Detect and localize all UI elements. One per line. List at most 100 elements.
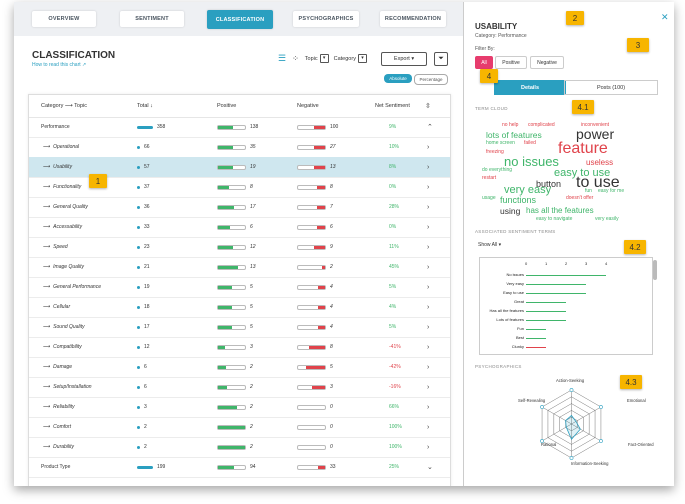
chevron-up-icon[interactable]: ⌃ bbox=[427, 124, 433, 131]
sort-icon[interactable]: ⇳ bbox=[425, 103, 431, 110]
col-net-sentiment[interactable]: Net Sentiment bbox=[375, 103, 410, 109]
cloud-term[interactable]: feature bbox=[558, 140, 608, 157]
col-negative[interactable]: Negative bbox=[297, 103, 319, 109]
table-row[interactable]: ⟶ General Performance 19 5 4 5% › bbox=[29, 277, 450, 298]
chevron-right-icon[interactable]: › bbox=[427, 363, 430, 371]
show-all-dropdown[interactable]: Show All ▾ bbox=[478, 242, 502, 248]
cloud-term[interactable]: useless bbox=[586, 158, 614, 167]
cloud-term[interactable]: do everything bbox=[482, 167, 513, 173]
tab-psychographics[interactable]: PSYCHOGRAPHICS bbox=[293, 11, 359, 27]
tab-classification[interactable]: CLASSIFICATION bbox=[207, 10, 273, 29]
negative-value: 8 bbox=[330, 184, 333, 190]
cloud-term[interactable]: complicated bbox=[528, 122, 555, 128]
table-row[interactable]: ⟶ Sound Quality 17 5 4 5% › bbox=[29, 317, 450, 338]
chevron-down-icon[interactable]: ⌄ bbox=[427, 464, 433, 471]
cloud-term[interactable]: to use bbox=[576, 174, 620, 191]
chevron-right-icon[interactable]: › bbox=[427, 323, 430, 331]
bubble-view-icon[interactable]: ⁘ bbox=[292, 54, 299, 63]
cloud-term[interactable]: doesn't offer bbox=[566, 195, 594, 201]
cloud-term[interactable]: functions bbox=[500, 195, 537, 205]
table-row[interactable]: ⟶ Reliability 3 2 0 66% › bbox=[29, 397, 450, 418]
tab-details[interactable]: Details bbox=[494, 80, 566, 95]
tab-posts[interactable]: Posts (100) bbox=[564, 80, 658, 95]
table-row[interactable]: ⟶ Cellular 18 5 4 4% › bbox=[29, 297, 450, 318]
chevron-right-icon[interactable]: › bbox=[427, 303, 430, 311]
table-row[interactable]: ⟶ Speed 23 12 9 11% › bbox=[29, 237, 450, 258]
filter-negative[interactable]: Negative bbox=[530, 56, 564, 69]
table-row[interactable]: Performance 358 138 100 9% ⌃ bbox=[29, 117, 450, 138]
bar[interactable] bbox=[526, 320, 566, 322]
cloud-term[interactable]: easy for me bbox=[598, 188, 625, 194]
chevron-right-icon[interactable]: › bbox=[427, 443, 430, 451]
chevron-right-icon[interactable]: › bbox=[427, 403, 430, 411]
chevron-right-icon[interactable]: › bbox=[427, 223, 430, 231]
table-row[interactable]: ⟶ Durability 2 2 0 100% › bbox=[29, 437, 450, 458]
chevron-right-icon[interactable]: › bbox=[427, 343, 430, 351]
chevron-right-icon[interactable]: › bbox=[427, 283, 430, 291]
cloud-term[interactable]: lots of features bbox=[486, 130, 542, 140]
cloud-term[interactable]: using bbox=[500, 206, 521, 216]
table-row[interactable]: ⟶ General Quality 36 17 7 28% › bbox=[29, 197, 450, 218]
filter-all[interactable]: All bbox=[475, 56, 493, 69]
table-row[interactable]: ⟶ Usability 57 19 13 8% › bbox=[29, 157, 450, 178]
bar[interactable] bbox=[526, 329, 546, 331]
category-select-icon[interactable]: ▾ bbox=[357, 54, 367, 63]
table-row[interactable]: ⟶ Setup/Installation 6 2 3 -16% › bbox=[29, 377, 450, 398]
cloud-term[interactable]: freezing bbox=[486, 149, 504, 155]
filter-icon[interactable]: ⏷ bbox=[434, 52, 448, 66]
topic-select-icon[interactable]: ▾ bbox=[319, 54, 329, 63]
chevron-right-icon[interactable]: › bbox=[427, 203, 430, 211]
close-icon[interactable]: ✕ bbox=[661, 12, 669, 22]
table-row[interactable]: ⟶ Damage 6 2 5 -42% › bbox=[29, 357, 450, 378]
col-positive[interactable]: Positive bbox=[217, 103, 237, 109]
table-row[interactable]: Product Type 199 94 33 25% ⌄ bbox=[29, 457, 450, 478]
cloud-term[interactable]: fun bbox=[585, 188, 592, 194]
chevron-right-icon[interactable]: › bbox=[427, 383, 430, 391]
cloud-term[interactable]: inconvenient bbox=[581, 122, 610, 128]
table-row[interactable]: ⟶ Image Quality 21 13 2 45% › bbox=[29, 257, 450, 278]
cloud-term[interactable]: no issues bbox=[504, 154, 559, 169]
cloud-term[interactable]: button bbox=[536, 179, 562, 189]
tab-recommendation[interactable]: RECOMMENDATION bbox=[380, 11, 446, 27]
col-category[interactable]: Category ⟶ Topic bbox=[41, 103, 87, 109]
bar[interactable] bbox=[526, 347, 546, 349]
bar[interactable] bbox=[526, 311, 566, 313]
chart-scrollbar[interactable] bbox=[653, 260, 657, 280]
chevron-right-icon[interactable]: › bbox=[427, 143, 430, 151]
cloud-term[interactable]: failed bbox=[524, 140, 536, 146]
cloud-term[interactable]: home screen bbox=[486, 140, 515, 146]
chevron-right-icon[interactable]: › bbox=[427, 163, 430, 171]
cloud-term[interactable]: easy to navigate bbox=[536, 216, 573, 222]
col-total[interactable]: Total ↓ bbox=[137, 103, 153, 109]
filter-positive[interactable]: Positive bbox=[495, 56, 527, 69]
chevron-right-icon[interactable]: › bbox=[427, 423, 430, 431]
table-row[interactable]: ⟶ Comfort 2 2 0 100% › bbox=[29, 417, 450, 438]
list-view-icon[interactable]: ☰ bbox=[278, 53, 287, 63]
how-to-read-link[interactable]: How to read this chart ↗ bbox=[32, 62, 87, 68]
bar[interactable] bbox=[526, 284, 586, 286]
cloud-term[interactable]: restart bbox=[482, 175, 497, 181]
cloud-term[interactable]: usage bbox=[482, 195, 496, 201]
cloud-term[interactable]: very easily bbox=[595, 216, 619, 222]
cloud-term[interactable]: has all the features bbox=[526, 206, 594, 215]
bar[interactable] bbox=[526, 293, 586, 295]
bar[interactable] bbox=[526, 275, 606, 277]
cloud-term[interactable]: no help bbox=[502, 122, 519, 128]
cloud-term[interactable]: power bbox=[576, 126, 615, 142]
export-button[interactable]: Export ▾ bbox=[381, 52, 427, 66]
tab-overview[interactable]: OVERVIEW bbox=[32, 11, 96, 27]
table-row[interactable]: ⟶ Operational 66 35 27 10% › bbox=[29, 137, 450, 158]
tab-sentiment[interactable]: SENTIMENT bbox=[120, 11, 184, 27]
table-row[interactable]: ⟶ Compatibility 12 3 8 -41% › bbox=[29, 337, 450, 358]
table-row[interactable]: ⟶ Functionality 37 8 8 0% › bbox=[29, 177, 450, 198]
chevron-right-icon[interactable]: › bbox=[427, 183, 430, 191]
chevron-right-icon[interactable]: › bbox=[427, 243, 430, 251]
bar[interactable] bbox=[526, 302, 566, 304]
cloud-term[interactable]: very easy bbox=[504, 184, 552, 196]
absolute-toggle[interactable]: Absolute bbox=[384, 74, 412, 83]
cloud-term[interactable]: easy to use bbox=[554, 167, 611, 179]
bar[interactable] bbox=[526, 338, 546, 340]
table-row[interactable]: ⟶ Accessability 33 6 6 0% › bbox=[29, 217, 450, 238]
chevron-right-icon[interactable]: › bbox=[427, 263, 430, 271]
percentage-toggle[interactable]: Percentage bbox=[414, 74, 448, 85]
